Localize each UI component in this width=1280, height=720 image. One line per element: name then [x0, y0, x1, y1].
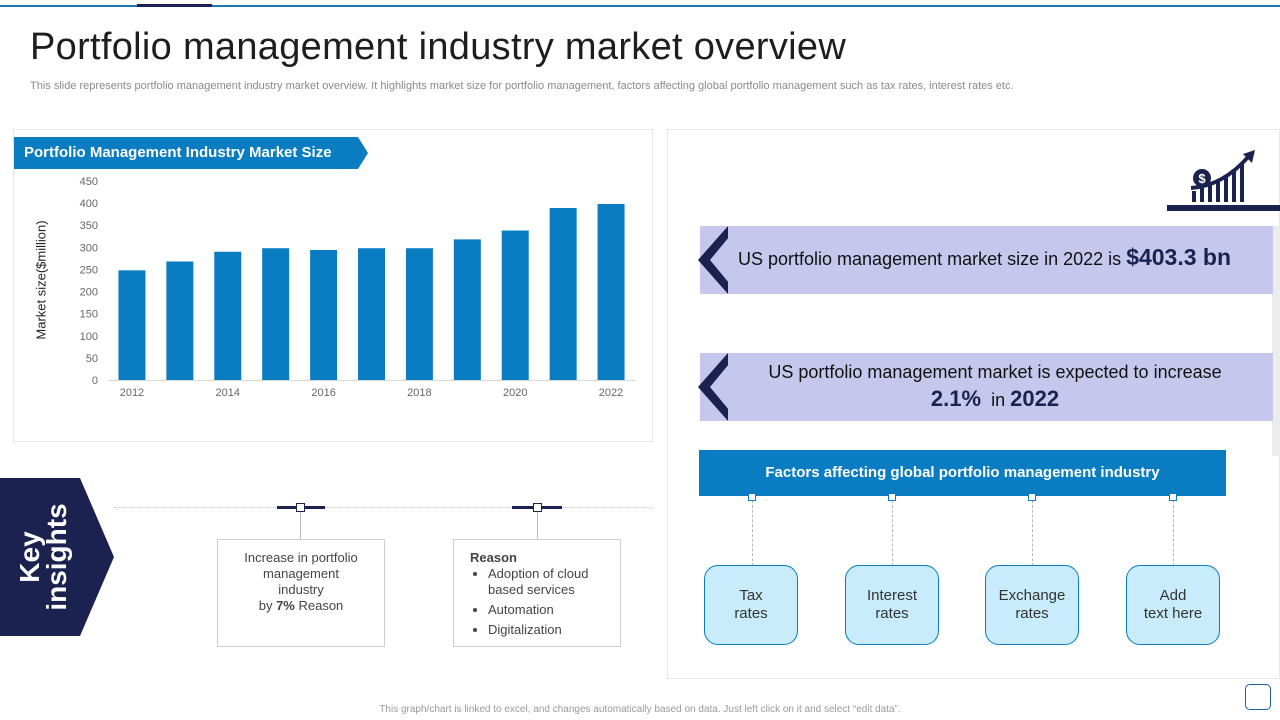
- insight-box-line: Increase in portfolio: [244, 550, 358, 565]
- market-size-value: $403.3 bn: [1126, 244, 1232, 270]
- bar-2021[interactable]: [549, 207, 577, 380]
- growth-percent: 2.1%: [930, 386, 982, 411]
- timeline-node: [533, 503, 542, 512]
- market-size-prefix: US portfolio management market size in 2…: [738, 249, 1127, 269]
- reason-item: Adoption of cloud based services: [488, 566, 620, 598]
- dollar-growth-chart-icon: $: [1167, 150, 1280, 211]
- factor-label-line2: rates: [1015, 605, 1049, 622]
- y-tick-label: 50: [86, 353, 98, 365]
- factor-interest-rates: Interest rates: [845, 565, 939, 645]
- factor-exchange-rates: Exchange rates: [985, 565, 1079, 645]
- y-tick-label: 350: [80, 220, 98, 232]
- market-size-text: US portfolio management market size in 2…: [738, 244, 1231, 271]
- connector-line: [1173, 500, 1174, 566]
- top-accent-segment: [137, 4, 212, 7]
- footer-note: This graph/chart is linked to excel, and…: [379, 704, 901, 715]
- factor-label-line1: Add: [1159, 587, 1187, 604]
- y-tick-label: 150: [80, 309, 98, 321]
- growth-mid: in: [991, 390, 1006, 410]
- svg-text:$: $: [1198, 171, 1206, 186]
- corner-button[interactable]: [1245, 684, 1271, 710]
- page-title: Portfolio management industry market ove…: [30, 26, 847, 68]
- connector-dot: [1028, 493, 1036, 501]
- x-tick-label: 2012: [120, 387, 144, 399]
- timeline-node: [296, 503, 305, 512]
- y-tick-label: 400: [80, 198, 98, 210]
- reason-item: Digitalization: [488, 622, 620, 638]
- bar-2016[interactable]: [310, 249, 338, 380]
- timeline-connector: [300, 512, 301, 540]
- factor-label-line2: text here: [1143, 605, 1203, 622]
- factor-tax-rates: Tax rates: [704, 565, 798, 645]
- timeline-line: [114, 507, 652, 508]
- factor-add-text: Add text here: [1126, 565, 1220, 645]
- reason-item: Automation: [488, 602, 620, 618]
- chart-header: Portfolio Management Industry Market Siz…: [14, 137, 368, 169]
- bar-2018[interactable]: [405, 248, 433, 380]
- y-tick-label: 300: [80, 242, 98, 254]
- insight-box-increase: Increase in portfolio management industr…: [217, 539, 385, 647]
- insight-box-reason: Reason Adoption of cloud based services …: [453, 539, 621, 647]
- insight-by: by: [258, 598, 277, 613]
- insight-reason: Reason: [294, 598, 344, 613]
- y-tick-label: 450: [80, 176, 98, 188]
- factors-header: Factors affecting global portfolio manag…: [699, 450, 1226, 496]
- factor-label-line2: rates: [875, 605, 909, 622]
- x-tick-label: 2022: [599, 387, 623, 399]
- growth-text-line1: US portfolio management market is expect…: [768, 362, 1222, 382]
- connector-dot: [1169, 493, 1177, 501]
- bar-2014[interactable]: [214, 251, 242, 380]
- factor-label-line1: Exchange: [998, 587, 1066, 604]
- timeline-connector: [537, 512, 538, 540]
- x-tick-label: 2018: [407, 387, 431, 399]
- y-tick-label: 200: [80, 287, 98, 299]
- insight-percent: 7%: [276, 598, 295, 613]
- connector-line: [1032, 500, 1033, 566]
- market-size-bar-chart[interactable]: 0 50 100 150 200 250 300 350 400 450 2012 2014 2016 2…: [0, 0, 660, 450]
- bar-2015[interactable]: [262, 248, 290, 380]
- factor-label-line1: Interest: [866, 587, 918, 604]
- key-insights-line2: insights: [41, 503, 72, 611]
- y-tick-label: 250: [80, 264, 98, 276]
- growth-banner: [700, 353, 1273, 421]
- bar-2013[interactable]: [166, 261, 194, 380]
- bar-2017[interactable]: [358, 248, 385, 380]
- top-accent-line: [0, 5, 1280, 7]
- factor-label-line1: Tax: [739, 587, 763, 604]
- reason-list: Adoption of cloud based services Automat…: [470, 566, 620, 638]
- insight-box-line: management: [263, 566, 339, 581]
- page-subtitle: This slide represents portfolio manageme…: [30, 80, 1014, 92]
- bar-2022[interactable]: [597, 203, 625, 380]
- connector-dot: [888, 493, 896, 501]
- reason-heading: Reason: [470, 550, 517, 565]
- connector-line: [752, 500, 753, 566]
- market-size-banner: [700, 226, 1273, 294]
- x-tick-label: 2016: [311, 387, 335, 399]
- factor-label-line2: rates: [734, 605, 768, 622]
- growth-text-line2: 2.1% in 2022: [730, 386, 1260, 412]
- connector-dot: [748, 493, 756, 501]
- insight-box-line: industry: [278, 582, 324, 597]
- bar-2012[interactable]: [118, 270, 146, 380]
- bar-2019[interactable]: [453, 239, 481, 380]
- x-tick-label: 2020: [503, 387, 527, 399]
- panel-edge: [1272, 226, 1280, 456]
- key-insights-label: Key insights: [14, 503, 72, 611]
- bar-2020[interactable]: [501, 230, 529, 380]
- y-tick-label: 100: [80, 331, 98, 343]
- insight-box-line: by 7% Reason: [218, 598, 384, 614]
- connector-line: [892, 500, 893, 566]
- x-tick-label: 2014: [216, 387, 240, 399]
- growth-year: 2022: [1010, 386, 1060, 411]
- y-tick-label: 0: [92, 375, 98, 387]
